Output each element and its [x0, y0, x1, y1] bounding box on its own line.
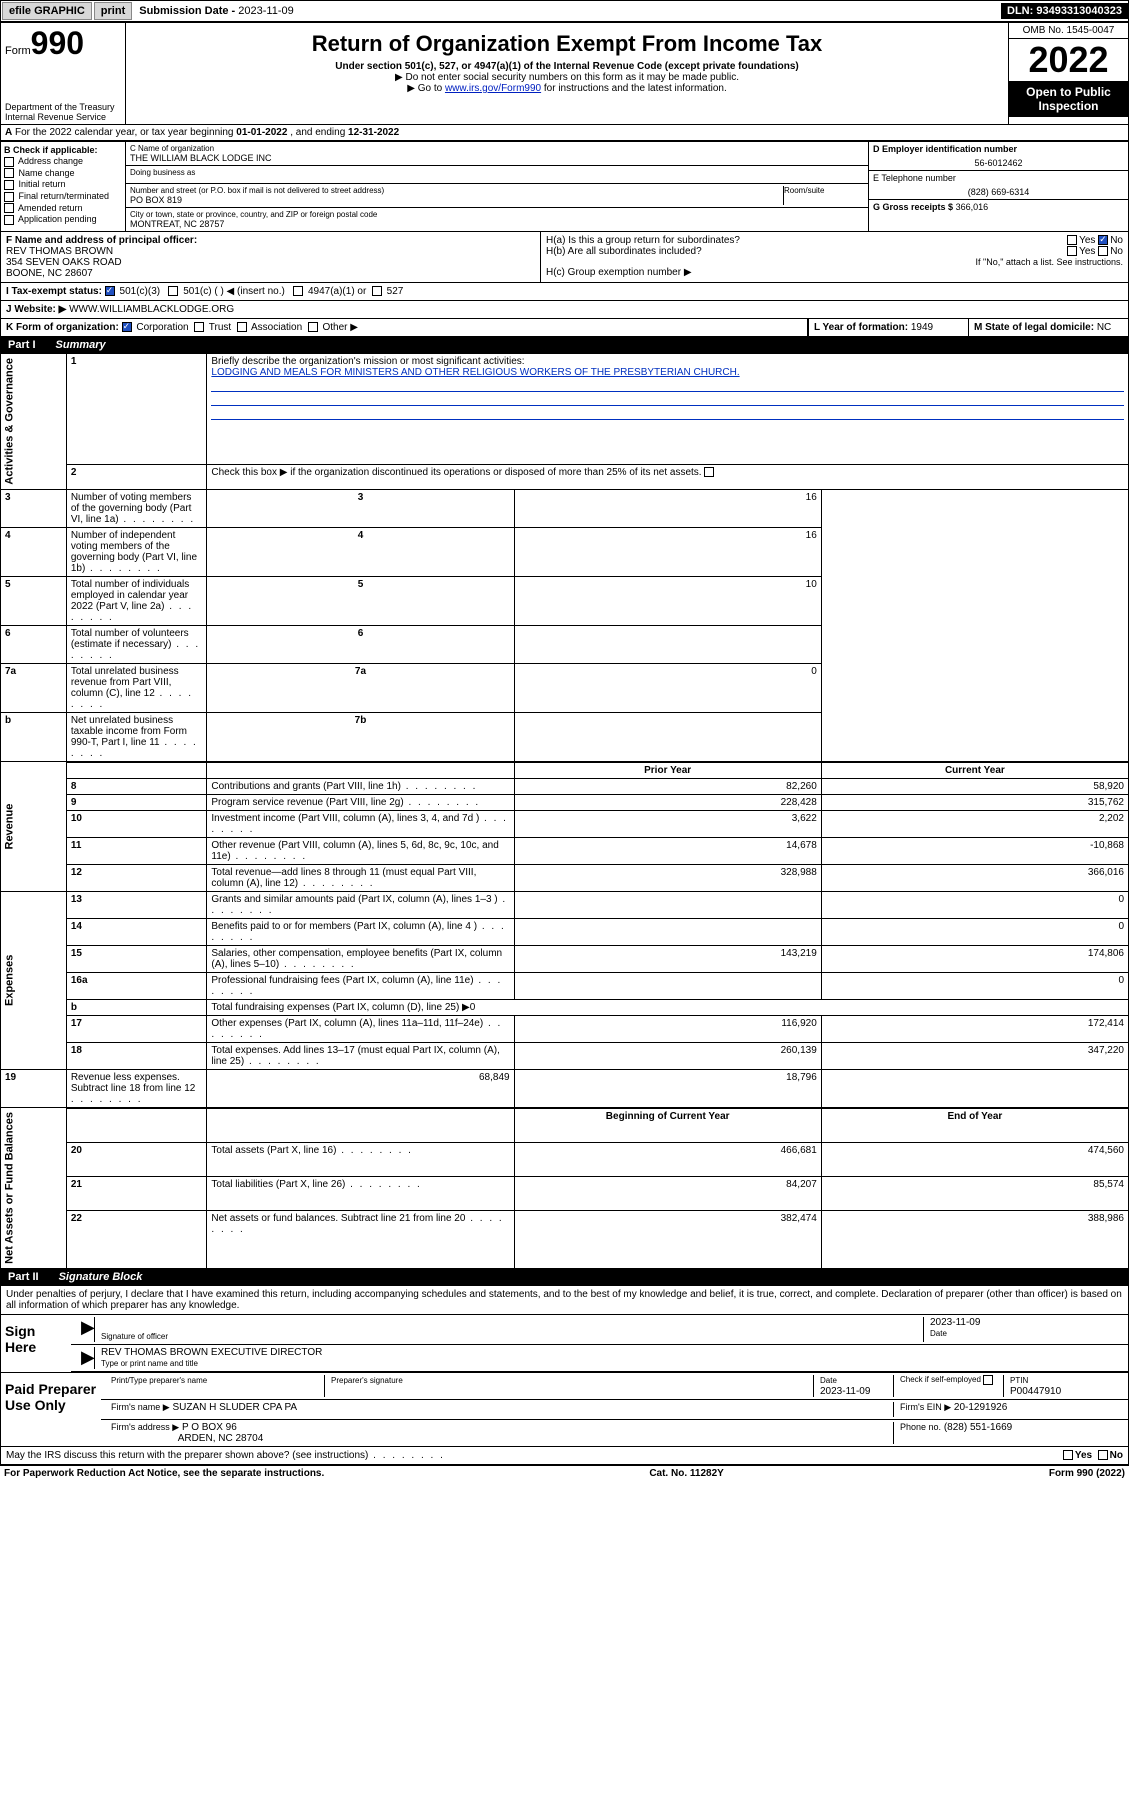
- form-header: Form990 Department of the Treasury Inter…: [0, 22, 1129, 125]
- form-org-row: K Form of organization: Corporation Trus…: [0, 319, 1129, 337]
- checkbox-assoc[interactable]: [237, 322, 247, 332]
- group-exemption: H(c) Group exemption number ▶: [546, 267, 1123, 278]
- checkbox-discuss-no[interactable]: [1098, 1450, 1108, 1460]
- checkbox-amended[interactable]: Amended return: [4, 203, 122, 214]
- form-subtitle: Under section 501(c), 527, or 4947(a)(1)…: [130, 61, 1004, 72]
- vlabel-expenses: Expenses: [1, 891, 67, 1069]
- table-row: 9Program service revenue (Part VIII, lin…: [1, 794, 1129, 810]
- signature-block: Under penalties of perjury, I declare th…: [0, 1285, 1129, 1465]
- table-row: 12Total revenue—add lines 8 through 11 (…: [1, 864, 1129, 891]
- arrow-icon: ▶: [75, 1317, 95, 1342]
- checkbox-application-pending[interactable]: Application pending: [4, 214, 122, 225]
- open-public-label: Open to Public Inspection: [1009, 81, 1128, 117]
- checkbox-self-employed[interactable]: [983, 1375, 993, 1385]
- omb-number: OMB No. 1545-0047: [1009, 23, 1128, 39]
- table-row: 8Contributions and grants (Part VIII, li…: [1, 778, 1129, 794]
- table-row: 5Total number of individuals employed in…: [1, 576, 1129, 625]
- checkbox-corp[interactable]: [122, 322, 132, 332]
- org-name: THE WILLIAM BLACK LODGE INC: [130, 153, 272, 163]
- vlabel-net: Net Assets or Fund Balances: [1, 1108, 67, 1269]
- group-return-ha: H(a) Is this a group return for subordin…: [546, 235, 1123, 246]
- table-row: 18Total expenses. Add lines 13–17 (must …: [1, 1042, 1129, 1069]
- table-row: 21Total liabilities (Part X, line 26)84,…: [1, 1177, 1129, 1211]
- sign-here-label: Sign Here: [1, 1315, 71, 1372]
- table-row: 16aProfessional fundraising fees (Part I…: [1, 972, 1129, 999]
- mission-text[interactable]: LODGING AND MEALS FOR MINISTERS AND OTHE…: [211, 367, 739, 378]
- form-number: Form990: [5, 25, 121, 62]
- period-row: A For the 2022 calendar year, or tax yea…: [0, 125, 1129, 141]
- website-row: J Website: ▶ WWW.WILLIAMBLACKLODGE.ORG: [0, 301, 1129, 319]
- box-c: C Name of organization THE WILLIAM BLACK…: [126, 142, 868, 231]
- table-row: 19Revenue less expenses. Subtract line 1…: [1, 1069, 1129, 1108]
- checkbox-final-return[interactable]: Final return/terminated: [4, 191, 122, 202]
- checkbox-address-change[interactable]: Address change: [4, 156, 122, 167]
- dln-label: DLN: 93493313040323: [1001, 3, 1128, 19]
- checkbox-discontinued[interactable]: [704, 467, 714, 477]
- dept-label: Department of the Treasury Internal Reve…: [5, 102, 121, 122]
- table-row: 6Total number of volunteers (estimate if…: [1, 625, 1129, 663]
- table-row: 22Net assets or fund balances. Subtract …: [1, 1211, 1129, 1269]
- form-title: Return of Organization Exempt From Incom…: [130, 27, 1004, 61]
- efile-button[interactable]: efile GRAPHIC: [2, 2, 92, 20]
- phone-value: (828) 669-6314: [873, 183, 1124, 197]
- box-b: B Check if applicable: Address change Na…: [1, 142, 126, 231]
- org-street: PO BOX 819: [130, 195, 182, 205]
- table-row: 13Grants and similar amounts paid (Part …: [1, 891, 1129, 918]
- group-return-hb: H(b) Are all subordinates included? Yes …: [546, 246, 1123, 257]
- table-row: 11Other revenue (Part VIII, column (A), …: [1, 837, 1129, 864]
- checkbox-discuss-yes[interactable]: [1063, 1450, 1073, 1460]
- table-row: 14Benefits paid to or for members (Part …: [1, 918, 1129, 945]
- summary-table: Activities & Governance 1 Briefly descri…: [0, 353, 1129, 1269]
- ein-value: 56-6012462: [873, 154, 1124, 168]
- checkbox-501c3[interactable]: [105, 286, 115, 296]
- tax-exempt-row: I Tax-exempt status: 501(c)(3) 501(c) ( …: [0, 283, 1129, 301]
- print-button[interactable]: print: [94, 2, 132, 20]
- table-row: 20Total assets (Part X, line 16)466,6814…: [1, 1143, 1129, 1177]
- vlabel-revenue: Revenue: [1, 762, 67, 892]
- checkbox-name-change[interactable]: Name change: [4, 168, 122, 179]
- officer-signature-name: REV THOMAS BROWN EXECUTIVE DIRECTOR: [101, 1347, 322, 1358]
- entity-info-block: B Check if applicable: Address change Na…: [0, 141, 1129, 232]
- table-row: 15Salaries, other compensation, employee…: [1, 945, 1129, 972]
- ptin-value: P00447910: [1010, 1386, 1061, 1397]
- submission-date-label: Submission Date - 2023-11-09: [133, 3, 299, 19]
- website-value: WWW.WILLIAMBLACKLODGE.ORG: [69, 304, 234, 315]
- top-bar: efile GRAPHIC print Submission Date - 20…: [0, 0, 1129, 22]
- part2-header: Part II Signature Block: [0, 1269, 1129, 1285]
- table-row: 3Number of voting members of the governi…: [1, 489, 1129, 527]
- checkbox-527[interactable]: [372, 286, 382, 296]
- checkbox-4947[interactable]: [293, 286, 303, 296]
- firm-name: SUZAN H SLUDER CPA PA: [172, 1402, 297, 1413]
- discuss-row: May the IRS discuss this return with the…: [1, 1446, 1128, 1464]
- checkbox-other[interactable]: [308, 322, 318, 332]
- tax-year: 2022: [1009, 39, 1128, 81]
- table-row: 7aTotal unrelated business revenue from …: [1, 663, 1129, 712]
- table-row: bNet unrelated business taxable income f…: [1, 712, 1129, 762]
- gross-receipts: 366,016: [956, 202, 989, 212]
- checkbox-trust[interactable]: [194, 322, 204, 332]
- paid-preparer-label: Paid Preparer Use Only: [1, 1373, 101, 1446]
- part1-header: Part I Summary: [0, 337, 1129, 353]
- form-note2: ▶ Go to www.irs.gov/Form990 for instruct…: [130, 83, 1004, 94]
- table-row: 4Number of independent voting members of…: [1, 527, 1129, 576]
- arrow-icon: ▶: [75, 1347, 95, 1369]
- form-note1: ▶ Do not enter social security numbers o…: [130, 72, 1004, 83]
- vlabel-governance: Activities & Governance: [1, 354, 67, 490]
- declaration-text: Under penalties of perjury, I declare th…: [1, 1286, 1128, 1314]
- table-row: 17Other expenses (Part IX, column (A), l…: [1, 1015, 1129, 1042]
- checkbox-initial-return[interactable]: Initial return: [4, 179, 122, 190]
- officer-group-row: F Name and address of principal officer:…: [0, 232, 1129, 283]
- irs-link[interactable]: www.irs.gov/Form990: [445, 83, 541, 94]
- table-row: bTotal fundraising expenses (Part IX, co…: [1, 999, 1129, 1015]
- org-city: MONTREAT, NC 28757: [130, 219, 224, 229]
- page-footer: For Paperwork Reduction Act Notice, see …: [0, 1465, 1129, 1481]
- table-row: 10Investment income (Part VIII, column (…: [1, 810, 1129, 837]
- officer-name: REV THOMAS BROWN: [6, 246, 535, 257]
- checkbox-501c[interactable]: [168, 286, 178, 296]
